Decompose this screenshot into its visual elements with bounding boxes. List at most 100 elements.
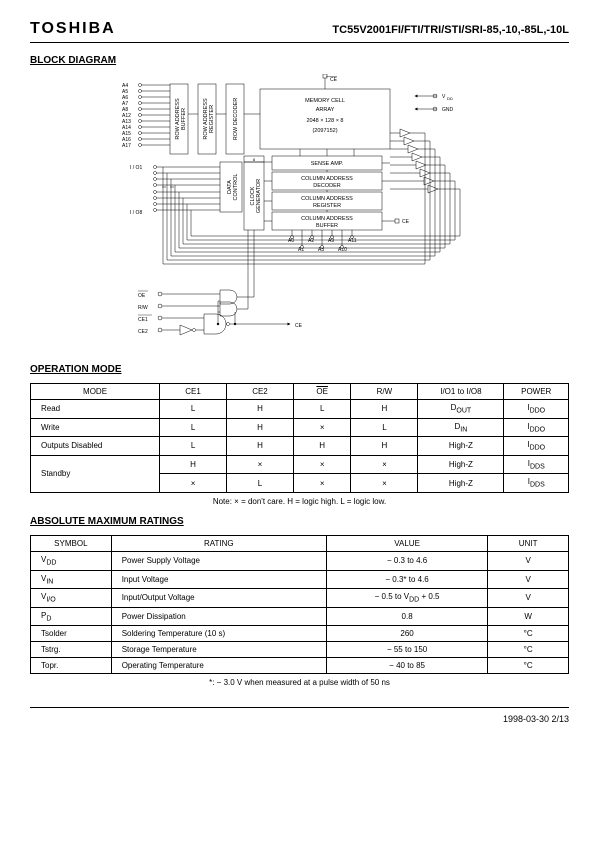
cell-unit: V <box>488 551 569 570</box>
abs-max-table: SYMBOL RATING VALUE UNIT VDDPower Supply… <box>30 535 569 674</box>
cell-unit: V <box>488 589 569 608</box>
svg-text:GENERATOR: GENERATOR <box>256 179 262 213</box>
table-row: VI/OInput/Output Voltage− 0.5 to VDD + 0… <box>31 589 569 608</box>
svg-text:BUFFER: BUFFER <box>181 108 187 130</box>
cell-ce1: × <box>160 474 227 493</box>
cell-rw: × <box>351 455 418 474</box>
cell-power: IDDO <box>504 437 569 456</box>
cell-rw: × <box>351 474 418 493</box>
cell-ce2: H <box>227 437 294 456</box>
cell-rating: Operating Temperature <box>111 658 326 674</box>
cell-rating: Storage Temperature <box>111 642 326 658</box>
svg-text:CONTROL: CONTROL <box>233 174 239 201</box>
cell-unit: °C <box>488 658 569 674</box>
col-ce2: CE2 <box>227 384 294 400</box>
cell-io: High-Z <box>418 437 504 456</box>
cell-value: − 55 to 150 <box>326 642 487 658</box>
operation-mode-note: Note: × = don't care. H = logic high. L … <box>30 497 569 506</box>
svg-text:BUFFER: BUFFER <box>316 223 338 229</box>
svg-text:A9: A9 <box>328 238 334 244</box>
svg-text:OE: OE <box>138 293 146 299</box>
cell-unit: °C <box>488 626 569 642</box>
cell-rating: Power Dissipation <box>111 607 326 626</box>
cell-ce1: L <box>160 437 227 456</box>
col-oe: OE <box>293 384 351 400</box>
cell-mode: Read <box>31 400 160 419</box>
cell-ce2: L <box>227 474 294 493</box>
svg-text:CE1: CE1 <box>138 317 148 323</box>
svg-text:REGISTER: REGISTER <box>209 105 215 133</box>
logo-text: TOSHIBA <box>30 20 116 38</box>
col-rating: RATING <box>111 535 326 551</box>
cell-ce2: H <box>227 418 294 437</box>
cell-power: IDDO <box>504 400 569 419</box>
cell-mode: Standby <box>31 455 160 492</box>
cell-ce1: H <box>160 455 227 474</box>
cell-io: DIN <box>418 418 504 437</box>
cell-rw: H <box>351 437 418 456</box>
cell-symbol: Tstrg. <box>31 642 112 658</box>
section-abs-max-title: ABSOLUTE MAXIMUM RATINGS <box>30 516 569 527</box>
cell-symbol: PD <box>31 607 112 626</box>
cell-rating: Input Voltage <box>111 570 326 589</box>
svg-text:CE: CE <box>330 77 338 83</box>
svg-text:CE2: CE2 <box>138 329 148 335</box>
svg-text:I / O8: I / O8 <box>130 210 142 216</box>
cell-ce2: × <box>227 455 294 474</box>
cell-rw: L <box>351 418 418 437</box>
cell-value: − 0.3* to 4.6 <box>326 570 487 589</box>
cell-value: − 0.5 to VDD + 0.5 <box>326 589 487 608</box>
svg-text:A2: A2 <box>308 238 314 244</box>
cell-oe: H <box>293 437 351 456</box>
block-diagram: MEMORY CELL ARRAY 2048 × 128 × 8 (209715… <box>30 74 569 354</box>
table-row: ReadLHLHDOUTIDDO <box>31 400 569 419</box>
cell-oe: × <box>293 474 351 493</box>
table-row: Topr.Operating Temperature− 40 to 85°C <box>31 658 569 674</box>
cell-oe: × <box>293 455 351 474</box>
cell-mode: Write <box>31 418 160 437</box>
svg-text:(2097152): (2097152) <box>312 128 337 134</box>
col-unit: UNIT <box>488 535 569 551</box>
operation-mode-table: MODE CE1 CE2 OE R/W I/O1 to I/O8 POWER R… <box>30 383 569 493</box>
svg-text:A17: A17 <box>122 143 131 149</box>
svg-text:ROW DECODER: ROW DECODER <box>233 98 239 141</box>
svg-text:COLUMN ADDRESS: COLUMN ADDRESS <box>301 216 353 222</box>
cell-io: DOUT <box>418 400 504 419</box>
svg-text:COLUMN ADDRESS: COLUMN ADDRESS <box>301 176 353 182</box>
cell-symbol: VI/O <box>31 589 112 608</box>
svg-text:REGISTER: REGISTER <box>313 203 341 209</box>
cell-ce1: L <box>160 418 227 437</box>
cell-io: High-Z <box>418 455 504 474</box>
col-power: POWER <box>504 384 569 400</box>
cell-oe: × <box>293 418 351 437</box>
cell-symbol: Topr. <box>31 658 112 674</box>
cell-io: High-Z <box>418 474 504 493</box>
table-row: WriteLH×LDINIDDO <box>31 418 569 437</box>
cell-power: IDDS <box>504 474 569 493</box>
svg-text:V: V <box>442 94 446 100</box>
section-block-diagram-title: BLOCK DIAGRAM <box>30 55 569 66</box>
part-number: TC55V2001FI/FTI/TRI/STI/SRI-85,-10,-85L,… <box>332 24 569 36</box>
cell-mode: Outputs Disabled <box>31 437 160 456</box>
col-mode: MODE <box>31 384 160 400</box>
footer-date-page: 1998-03-30 2/13 <box>503 714 569 724</box>
cell-symbol: Tsolder <box>31 626 112 642</box>
col-symbol: SYMBOL <box>31 535 112 551</box>
svg-text:A11: A11 <box>348 238 357 244</box>
cell-rating: Power Supply Voltage <box>111 551 326 570</box>
cell-value: − 0.3 to 4.6 <box>326 551 487 570</box>
svg-text:ARRAY: ARRAY <box>316 107 335 113</box>
svg-text:8: 8 <box>253 157 256 162</box>
table-header-row: SYMBOL RATING VALUE UNIT <box>31 535 569 551</box>
table-header-row: MODE CE1 CE2 OE R/W I/O1 to I/O8 POWER <box>31 384 569 400</box>
cell-oe: L <box>293 400 351 419</box>
svg-text:CE: CE <box>295 323 303 329</box>
table-row: VDDPower Supply Voltage− 0.3 to 4.6V <box>31 551 569 570</box>
cell-unit: V <box>488 570 569 589</box>
abs-max-footnote: *: − 3.0 V when measured at a pulse widt… <box>30 678 569 687</box>
cell-value: − 40 to 85 <box>326 658 487 674</box>
cell-unit: °C <box>488 642 569 658</box>
cell-power: IDDS <box>504 455 569 474</box>
svg-text:R/W: R/W <box>138 305 148 311</box>
col-value: VALUE <box>326 535 487 551</box>
